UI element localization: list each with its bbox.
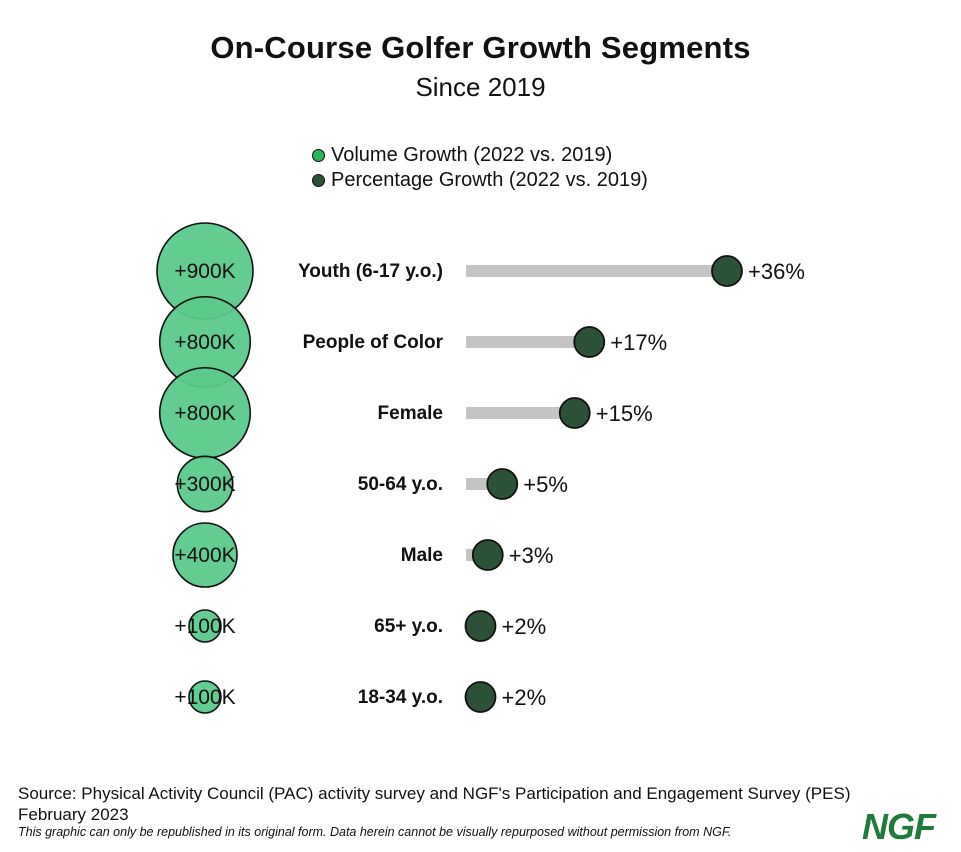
percent-dot (486, 468, 519, 500)
volume-label: +800K (174, 331, 235, 354)
percent-label: +3% (509, 543, 554, 568)
volume-label: +900K (174, 260, 235, 283)
chart-plot-area: Youth (6-17 y.o.) +36% People of Color +17%… (156, 222, 805, 714)
percent-dot (471, 539, 504, 571)
percent-dot (558, 397, 591, 429)
segment-label: People of Color (303, 332, 444, 353)
percent-label: +15% (596, 401, 653, 426)
source-text: Source: Physical Activity Council (PAC) … (18, 784, 851, 803)
ngf-logo: NGF (862, 806, 936, 847)
volume-bubble (176, 455, 234, 513)
legend: Volume Growth (2022 vs. 2019) Percentage… (312, 143, 648, 193)
percent-dot (711, 255, 743, 287)
volume-label: +300K (174, 473, 235, 496)
segment-label: Male (401, 545, 443, 566)
volume-label: +800K (174, 402, 235, 425)
volume-bubbles (156, 222, 254, 714)
legend-volume-label: Volume Growth (2022 vs. 2019) (331, 144, 613, 166)
legend-volume-marker (312, 149, 325, 162)
disclaimer: This graphic can only be republished in … (18, 825, 732, 839)
volume-bubble (188, 609, 222, 643)
percent-label: +2% (502, 685, 547, 710)
segment-label: 50-64 y.o. (358, 474, 443, 495)
percent-label: +2% (502, 614, 547, 639)
segment-label: 18-34 y.o. (358, 687, 443, 708)
percent-label: +36% (748, 259, 805, 284)
percent-dot (464, 610, 497, 642)
legend-percentage-marker (312, 174, 325, 187)
volume-labels: +900K +800K +800K +300K +400K +100K +100K (174, 260, 235, 709)
volume-label: +100K (174, 615, 235, 638)
volume-bubble (188, 680, 222, 714)
segment-label: 65+ y.o. (374, 616, 443, 637)
legend-percentage-label: Percentage Growth (2022 vs. 2019) (331, 169, 648, 191)
legend-item-volume: Volume Growth (2022 vs. 2019) (312, 143, 648, 168)
percent-dot (573, 326, 606, 358)
percent-label: +5% (523, 472, 568, 497)
legend-item-percentage: Percentage Growth (2022 vs. 2019) (312, 168, 648, 193)
segment-label: Youth (6-17 y.o.) (298, 261, 443, 282)
source-note: Source: Physical Activity Council (PAC) … (18, 783, 851, 825)
source-date: February 2023 (18, 805, 129, 824)
volume-label: +100K (174, 686, 235, 709)
chart-subtitle: Since 2019 (415, 72, 546, 102)
volume-label: +400K (174, 544, 235, 567)
volume-bubble (172, 522, 238, 588)
chart-title: On-Course Golfer Growth Segments (210, 30, 751, 65)
segment-label: Female (378, 403, 443, 424)
percent-dot (464, 681, 497, 713)
percent-label: +17% (610, 330, 667, 355)
